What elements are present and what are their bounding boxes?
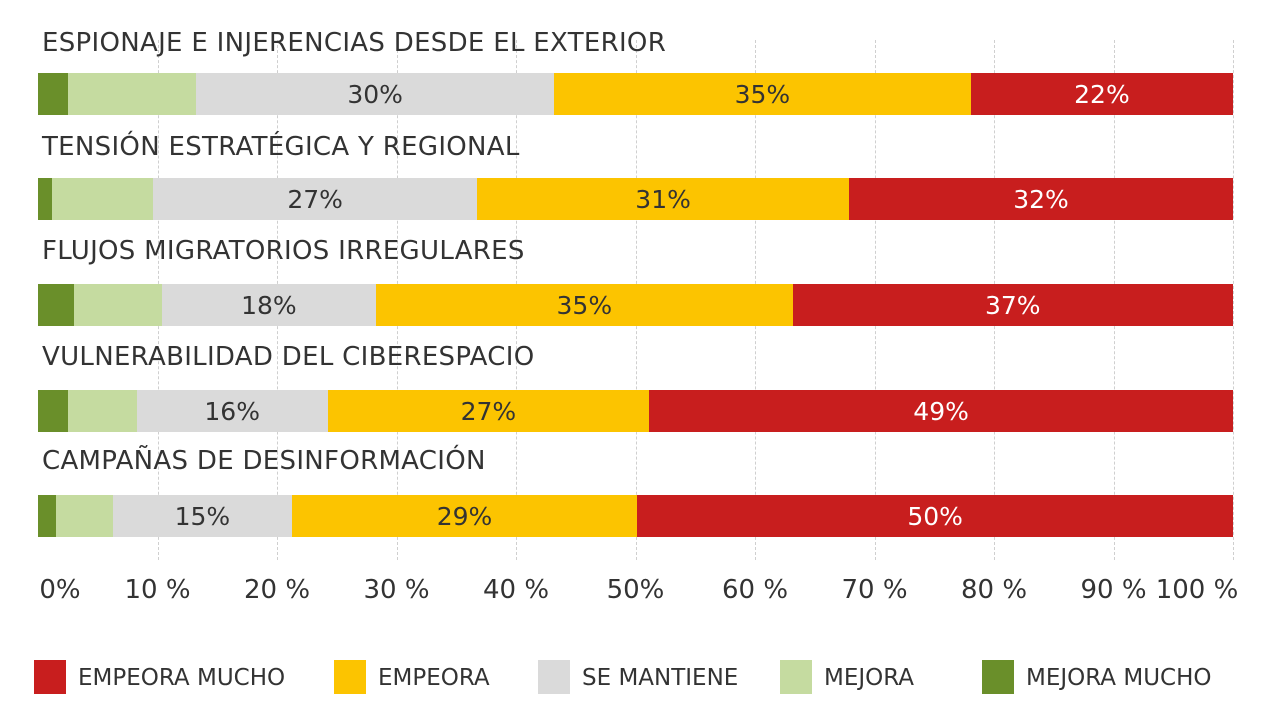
bar-segment <box>67 73 197 115</box>
data-label: 37% <box>985 291 1041 320</box>
data-label: 31% <box>635 185 691 214</box>
bar-segment <box>38 178 53 220</box>
bar-segment <box>970 73 1233 115</box>
bar-segment <box>113 495 292 537</box>
data-label: 16% <box>204 397 260 426</box>
data-label: 22% <box>1074 80 1130 109</box>
legend-swatch <box>538 660 570 694</box>
bar-segment <box>38 390 68 432</box>
x-tick-label: 40 % <box>482 575 550 605</box>
category-label: CAMPAÑAS DE DESINFORMACIÓN <box>42 446 486 476</box>
bar-segment <box>649 390 1233 432</box>
legend-label: MEJORA <box>824 665 915 691</box>
bar-segment <box>637 495 1233 537</box>
x-tick-label: 20 % <box>243 575 311 605</box>
bar-segment <box>73 284 162 326</box>
category-label: VULNERABILIDAD DEL CIBERESPACIO <box>42 342 535 372</box>
bar-segment <box>67 390 137 432</box>
bar-segment <box>38 284 74 326</box>
data-label: 15% <box>174 502 231 531</box>
data-label: 30% <box>347 80 403 109</box>
legend-swatch <box>780 660 812 694</box>
stacked-bar: 27% 31% 32% <box>38 178 1233 220</box>
x-tick-label: 0% <box>39 575 81 605</box>
category-label: ESPIONAJE E INJERENCIAS DESDE EL EXTERIO… <box>42 28 667 58</box>
bar-segment <box>52 178 154 220</box>
bar-segment <box>792 284 1233 326</box>
x-tick-label: 80 % <box>960 575 1028 605</box>
bar-segment <box>153 178 478 220</box>
bar-segment <box>136 390 328 432</box>
category-label: TENSIÓN ESTRATÉGICA Y REGIONAL <box>42 132 520 162</box>
data-label: 29% <box>436 502 493 531</box>
data-label: 18% <box>241 291 297 320</box>
x-tick-label: 100 % <box>1155 575 1239 605</box>
x-tick-label: 10 % <box>124 575 191 605</box>
category-label: FLUJOS MIGRATORIOS IRREGULARES <box>42 236 525 266</box>
bar-segment <box>161 284 377 326</box>
data-label: 50% <box>907 502 963 531</box>
legend-label: SE MANTIENE <box>582 665 739 691</box>
data-label: 32% <box>1013 185 1069 214</box>
data-label: 35% <box>734 80 791 109</box>
stacked-bar: 30% 35% 22% <box>38 73 1233 115</box>
x-tick-label: 50% <box>606 575 665 605</box>
stacked-bar: 18% 35% 37% <box>38 284 1233 326</box>
data-label: 35% <box>556 291 613 320</box>
data-label: 49% <box>913 397 969 426</box>
x-tick-label: 60 % <box>721 575 789 605</box>
data-label: 27% <box>460 397 517 426</box>
legend-label: EMPEORA <box>378 665 490 691</box>
legend-swatch <box>982 660 1014 694</box>
x-tick-label: 70 % <box>841 575 908 605</box>
legend-swatch <box>34 660 66 694</box>
x-tick-label: 90 % <box>1080 575 1147 605</box>
bar-segment <box>38 495 56 537</box>
legend-label: EMPEORA MUCHO <box>78 665 286 691</box>
bar-segment <box>196 73 554 115</box>
gridline <box>1233 40 1234 560</box>
legend-label: MEJORA MUCHO <box>1026 665 1212 691</box>
bar-segment <box>55 495 114 537</box>
bar-segment <box>477 178 850 220</box>
bar-segment <box>327 390 650 432</box>
bar-segment <box>291 495 638 537</box>
stacked-bar: 16% 27% 49% <box>38 390 1233 432</box>
bar-segment <box>376 284 793 326</box>
bar-segment <box>849 178 1233 220</box>
legend-swatch <box>334 660 366 694</box>
bar-segment <box>38 73 68 115</box>
x-tick-label: 30 % <box>363 575 430 605</box>
stacked-bar: 15% 29% 50% <box>38 495 1233 537</box>
bar-segment <box>553 73 971 115</box>
data-label: 27% <box>287 185 343 214</box>
